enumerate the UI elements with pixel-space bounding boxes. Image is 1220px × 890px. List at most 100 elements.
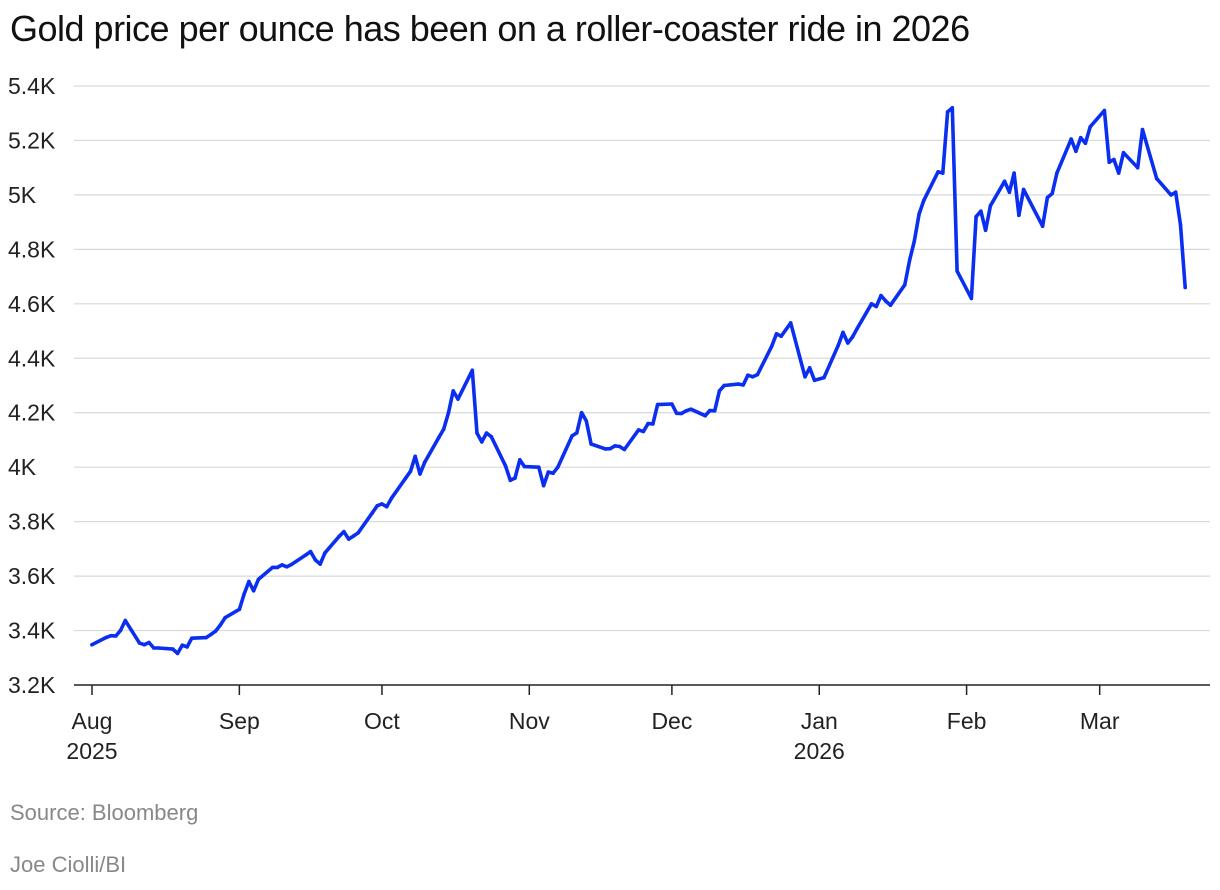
gold-price-chart: 3.2K 3.4K 3.6K 3.8K 4K 4.2K 4.4K 4.6K 4.8K 5K 5.2K… [8, 73, 1210, 764]
data-point [912, 239, 917, 243]
y-tick-label: 4.4K [8, 345, 56, 371]
data-point [803, 375, 807, 379]
data-point [147, 640, 151, 645]
data-point [579, 410, 584, 415]
data-point [437, 435, 441, 440]
data-point [1154, 176, 1159, 181]
data-point [670, 402, 674, 406]
y-tick-label: 3.2K [8, 672, 56, 698]
data-point [903, 283, 907, 287]
data-point [441, 427, 446, 431]
data-point [156, 646, 161, 650]
credit-note: Joe Ciolli/BI [10, 852, 127, 877]
data-point [812, 378, 817, 383]
data-point [736, 382, 741, 386]
data-point [983, 228, 988, 233]
y-tick-label: 3.6K [8, 563, 56, 589]
data-point [779, 334, 783, 339]
data-point [769, 344, 774, 349]
data-point [1183, 285, 1187, 290]
data-point [884, 299, 888, 303]
data-point [380, 502, 384, 506]
data-point [988, 204, 993, 208]
data-point [152, 646, 156, 650]
data-point [190, 636, 194, 640]
data-point [1169, 193, 1173, 197]
data-point [1078, 135, 1083, 140]
data-point [1178, 223, 1183, 227]
data-point [114, 634, 118, 638]
data-point [413, 454, 418, 459]
data-point [717, 389, 722, 393]
data-point [1112, 157, 1116, 162]
data-point [1021, 187, 1026, 192]
data-point [475, 431, 479, 435]
data-point [171, 647, 175, 651]
data-point [689, 407, 693, 412]
data-point [1116, 171, 1121, 175]
data-point [651, 422, 655, 426]
y-tick-label: 5.2K [8, 127, 56, 153]
data-point [936, 170, 940, 174]
data-point [874, 304, 879, 309]
data-point [289, 562, 294, 567]
x-axis: Aug 2025 Sep Oct Nov Dec Jan 2026 Feb Mar [66, 685, 1120, 764]
data-point [285, 565, 289, 569]
data-point [955, 269, 959, 273]
data-point [741, 383, 745, 387]
data-point [518, 458, 522, 462]
data-point [708, 408, 712, 413]
data-point [774, 332, 779, 336]
data-point [1017, 213, 1021, 218]
gold-price-series-line [90, 106, 1187, 656]
data-point [1121, 150, 1126, 155]
data-point [223, 615, 227, 620]
data-point [342, 529, 346, 534]
data-point [1012, 171, 1016, 175]
data-point [950, 106, 955, 110]
data-point [646, 421, 650, 426]
data-point [213, 629, 218, 633]
data-point [679, 411, 684, 416]
data-point [451, 389, 456, 393]
data-point [1002, 179, 1007, 184]
data-point [270, 565, 275, 570]
data-point [1045, 195, 1050, 200]
data-point [788, 321, 793, 325]
data-point [608, 446, 612, 451]
data-point [603, 447, 608, 451]
data-point [280, 563, 284, 567]
data-point [522, 464, 527, 469]
data-point [1040, 224, 1045, 228]
data-point [570, 434, 574, 438]
y-tick-label: 4K [8, 454, 37, 480]
data-point [408, 469, 413, 474]
data-point [1069, 137, 1073, 141]
data-point [251, 589, 256, 593]
x-tick-label: Dec [651, 708, 692, 734]
data-point [218, 623, 223, 627]
data-point [888, 303, 893, 308]
data-point [204, 635, 208, 640]
data-point [1007, 190, 1012, 194]
data-point [575, 431, 579, 435]
data-point [807, 366, 812, 370]
data-point [622, 447, 627, 452]
data-point [979, 209, 983, 213]
data-point [869, 302, 874, 306]
chart-title: Gold price per ounce has been on a rolle… [10, 8, 970, 49]
data-point [617, 444, 622, 449]
data-point [537, 465, 541, 470]
x-tick-label: Oct [364, 708, 400, 734]
data-point [446, 410, 451, 415]
data-point [974, 214, 978, 219]
x-tick-label: Jan [801, 708, 838, 734]
x-tick-label: Mar [1080, 708, 1120, 734]
data-point [613, 444, 617, 448]
x-tick-label: Nov [509, 708, 550, 734]
data-point [907, 258, 912, 263]
y-tick-label: 4.8K [8, 236, 56, 262]
data-point [1102, 108, 1107, 113]
data-point [1135, 165, 1140, 170]
y-tick-label: 5K [8, 182, 37, 208]
